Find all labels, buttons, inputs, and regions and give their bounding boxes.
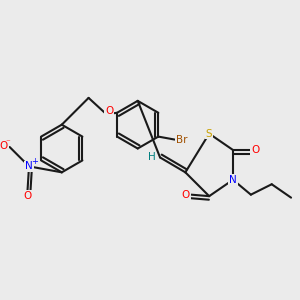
Text: Br: Br bbox=[176, 135, 187, 145]
Text: O: O bbox=[251, 145, 260, 155]
Text: ⁻: ⁻ bbox=[6, 138, 10, 147]
Text: O: O bbox=[182, 190, 190, 200]
Text: +: + bbox=[31, 157, 38, 166]
Text: N: N bbox=[25, 161, 33, 171]
Text: S: S bbox=[206, 129, 212, 139]
Text: H: H bbox=[148, 152, 156, 162]
Text: O: O bbox=[105, 106, 113, 116]
Text: O: O bbox=[23, 191, 32, 201]
Text: N: N bbox=[229, 175, 237, 185]
Text: O: O bbox=[0, 140, 8, 151]
